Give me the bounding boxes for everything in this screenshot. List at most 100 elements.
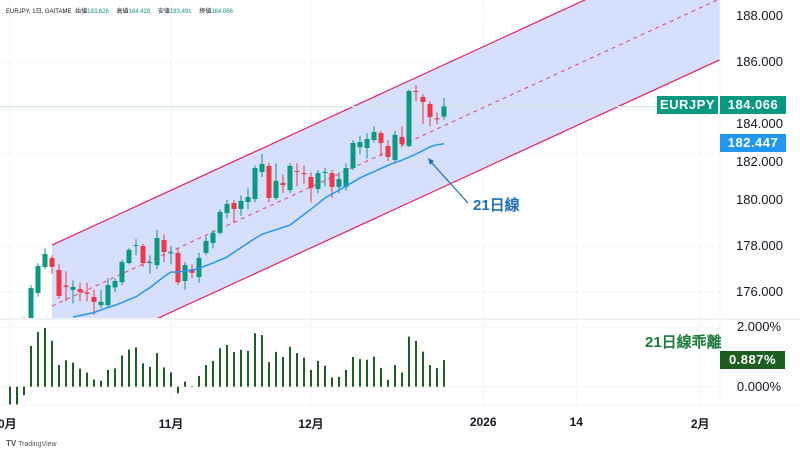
candle-body — [350, 142, 356, 169]
candle-body — [210, 232, 216, 244]
candle-body — [392, 134, 398, 160]
candle-body — [238, 200, 244, 209]
deviation-bar — [380, 368, 382, 387]
deviation-bar — [184, 381, 186, 387]
deviation-bar — [142, 363, 144, 387]
deviation-bar — [135, 347, 137, 387]
deviation-bar — [422, 351, 424, 387]
candle — [378, 131, 384, 157]
deviation-bar — [93, 379, 95, 387]
candle-body — [203, 240, 209, 253]
deviation-bar — [107, 369, 109, 387]
deviation-bar — [219, 348, 221, 387]
symbol-tag: EURJPY — [657, 96, 718, 114]
deviation-tick-label: 0.000% — [736, 378, 781, 394]
deviation-bar — [331, 377, 333, 387]
deviation-bar — [310, 369, 312, 387]
candle — [322, 167, 328, 187]
candle-body — [84, 292, 90, 294]
candle-body — [98, 301, 104, 306]
deviation-bar — [429, 365, 431, 387]
candle-body — [56, 269, 62, 296]
close-value: 184.066 — [211, 9, 234, 15]
candle — [210, 229, 216, 249]
candle-body — [336, 179, 342, 187]
candle-body — [147, 262, 153, 264]
candle — [42, 248, 48, 269]
deviation-bar — [415, 340, 417, 387]
candle — [70, 280, 76, 304]
candle-body — [105, 285, 111, 306]
deviation-bar — [198, 375, 200, 387]
candle — [119, 259, 125, 286]
deviation-bar — [317, 360, 319, 387]
candle-body — [91, 297, 97, 302]
deviation-bar — [79, 368, 81, 387]
candle-body — [399, 136, 405, 145]
candle — [308, 172, 314, 203]
candle-body — [42, 254, 48, 267]
candle-body — [301, 173, 307, 175]
candle-body — [315, 173, 321, 189]
candle — [329, 170, 335, 198]
deviation-bar — [156, 353, 158, 387]
candle-body — [22, 324, 27, 333]
high-value: 184.428 — [128, 9, 151, 15]
deviation-bar — [387, 379, 389, 387]
symbol-header: EURJPY, 1日, GAITAME 始値183.626 高値184.428 … — [6, 6, 237, 15]
candle — [98, 289, 104, 309]
candle-body — [252, 168, 258, 200]
price-pane[interactable] — [0, 0, 720, 367]
candle — [35, 263, 41, 297]
candle — [238, 195, 244, 217]
deviation-bar — [226, 345, 228, 387]
candle — [434, 112, 440, 125]
deviation-bar — [359, 359, 361, 387]
candle — [406, 89, 412, 148]
candle — [371, 126, 377, 143]
tradingview-watermark: TV TradingView — [6, 439, 57, 448]
price-tick-label: 182.000 — [736, 154, 783, 169]
candle — [392, 131, 398, 164]
ma21-line — [72, 142, 445, 318]
channel-upper-line — [51, 0, 587, 246]
candle-body — [15, 333, 20, 335]
candle-body — [329, 173, 335, 187]
candle-body — [294, 171, 300, 173]
deviation-pane[interactable] — [9, 327, 445, 406]
channel-middle-line — [51, 0, 719, 307]
deviation-bar — [373, 356, 375, 387]
ma-annotation: 21日線 — [473, 197, 520, 214]
open-value: 183.626 — [87, 9, 109, 15]
channel-fill — [52, 0, 720, 318]
candle-body — [308, 177, 314, 189]
candle-body — [35, 266, 41, 293]
candle — [224, 200, 230, 219]
candle — [105, 278, 111, 309]
low-value: 183.491 — [169, 9, 192, 15]
deviation-bar — [65, 360, 67, 387]
deviation-bar — [324, 365, 326, 387]
deviation-bar — [268, 362, 270, 387]
candle-body — [259, 163, 265, 172]
deviation-bar — [163, 367, 165, 387]
candle-body — [49, 257, 55, 267]
candle — [364, 133, 370, 159]
deviation-bar — [23, 386, 25, 396]
deviation-bar — [128, 349, 130, 387]
candle-body — [378, 133, 384, 143]
low-label: 安値 — [157, 9, 170, 15]
deviation-bar — [366, 359, 368, 387]
deviation-bar — [121, 355, 123, 387]
deviation-bar — [58, 365, 60, 387]
candle-body — [133, 245, 139, 247]
deviation-value-tag: 0.887% — [720, 351, 785, 369]
candle-body — [189, 269, 195, 273]
candle-body — [413, 90, 419, 92]
deviation-bar — [170, 372, 172, 387]
deviation-bar — [261, 335, 263, 387]
deviation-bar — [212, 360, 214, 387]
time-tick-label: 14 — [569, 415, 583, 429]
deviation-tick-label: 2.000% — [736, 318, 781, 334]
